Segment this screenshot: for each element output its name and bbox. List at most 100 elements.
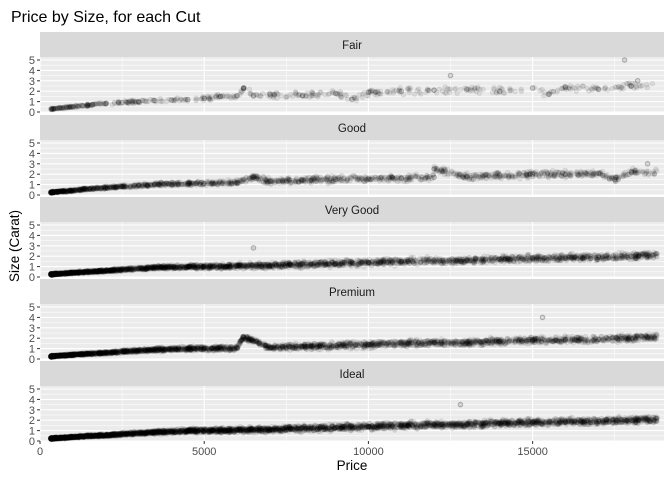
data-point bbox=[391, 88, 397, 94]
data-point bbox=[228, 261, 235, 267]
data-point bbox=[76, 187, 83, 193]
data-point bbox=[378, 91, 384, 97]
data-point bbox=[406, 89, 412, 96]
data-point bbox=[299, 92, 306, 99]
data-point bbox=[372, 89, 378, 95]
data-point bbox=[446, 86, 452, 93]
data-point bbox=[475, 85, 481, 92]
data-point bbox=[119, 183, 125, 190]
data-point bbox=[164, 98, 170, 104]
data-point bbox=[135, 265, 142, 272]
data-point bbox=[398, 258, 405, 265]
data-point bbox=[611, 176, 618, 183]
data-point bbox=[306, 94, 313, 100]
data-point bbox=[119, 99, 125, 106]
y-tick-label: 0 bbox=[29, 107, 35, 119]
data-point bbox=[53, 271, 60, 277]
data-point bbox=[595, 86, 602, 92]
data-point bbox=[56, 105, 63, 111]
data-point bbox=[124, 266, 131, 273]
data-point bbox=[227, 179, 234, 186]
data-point bbox=[299, 93, 306, 99]
data-point bbox=[612, 84, 619, 90]
y-tick-label: 4 bbox=[29, 148, 35, 160]
data-point bbox=[464, 257, 470, 264]
data-point bbox=[216, 179, 223, 185]
data-point bbox=[332, 90, 339, 97]
data-point bbox=[89, 101, 96, 108]
data-point bbox=[316, 261, 323, 268]
data-point bbox=[566, 85, 572, 91]
data-point bbox=[406, 177, 413, 183]
data-point bbox=[135, 98, 142, 105]
data-point bbox=[580, 83, 586, 89]
data-point bbox=[357, 177, 363, 183]
data-point bbox=[201, 180, 207, 187]
data-point bbox=[126, 98, 133, 104]
data-point bbox=[147, 96, 154, 103]
data-point bbox=[102, 184, 109, 191]
data-point bbox=[290, 178, 297, 184]
data-point bbox=[178, 96, 184, 103]
data-point bbox=[135, 182, 142, 189]
data-point bbox=[63, 104, 70, 111]
data-point bbox=[375, 258, 381, 265]
data-point bbox=[443, 90, 449, 96]
y-tick-label: 2 bbox=[29, 86, 35, 98]
data-point bbox=[53, 189, 60, 195]
data-point bbox=[605, 87, 611, 93]
data-point bbox=[267, 262, 273, 269]
data-point bbox=[240, 85, 247, 91]
data-point bbox=[275, 91, 281, 97]
data-point bbox=[250, 245, 257, 251]
data-point bbox=[497, 172, 503, 178]
data-point bbox=[347, 261, 354, 268]
data-point bbox=[62, 105, 69, 112]
data-point bbox=[570, 84, 576, 91]
data-point bbox=[308, 93, 314, 99]
data-point bbox=[299, 177, 306, 183]
data-point bbox=[387, 256, 394, 263]
data-point bbox=[451, 259, 458, 265]
data-point bbox=[79, 103, 86, 109]
data-point bbox=[488, 175, 494, 181]
data-point bbox=[103, 100, 110, 106]
data-point bbox=[126, 184, 132, 191]
data-point bbox=[546, 256, 552, 262]
data-point bbox=[454, 90, 460, 97]
data-point bbox=[101, 100, 107, 107]
data-point bbox=[562, 84, 569, 90]
data-point bbox=[508, 87, 515, 93]
data-point bbox=[66, 270, 73, 276]
data-point bbox=[618, 252, 624, 258]
data-point bbox=[309, 92, 316, 99]
data-point bbox=[516, 253, 523, 260]
data-point bbox=[505, 255, 511, 262]
data-point bbox=[142, 98, 148, 105]
data-point bbox=[332, 260, 339, 267]
data-point bbox=[283, 179, 290, 185]
data-point bbox=[97, 100, 104, 106]
data-point bbox=[372, 89, 379, 95]
data-point bbox=[128, 98, 134, 104]
data-point bbox=[631, 85, 637, 91]
data-point bbox=[119, 266, 125, 273]
data-point bbox=[590, 171, 596, 178]
data-point bbox=[130, 98, 137, 105]
y-tick-label: 3 bbox=[29, 159, 35, 171]
data-point bbox=[588, 86, 595, 92]
data-point bbox=[314, 92, 321, 98]
data-point bbox=[369, 87, 375, 94]
data-point bbox=[342, 178, 349, 184]
data-point bbox=[292, 259, 299, 266]
data-point bbox=[193, 95, 199, 101]
data-point bbox=[634, 78, 641, 84]
data-point bbox=[579, 171, 586, 177]
data-point bbox=[68, 103, 74, 109]
data-point bbox=[240, 178, 246, 185]
data-point bbox=[644, 84, 651, 91]
data-point bbox=[522, 258, 529, 265]
data-point bbox=[102, 268, 109, 274]
